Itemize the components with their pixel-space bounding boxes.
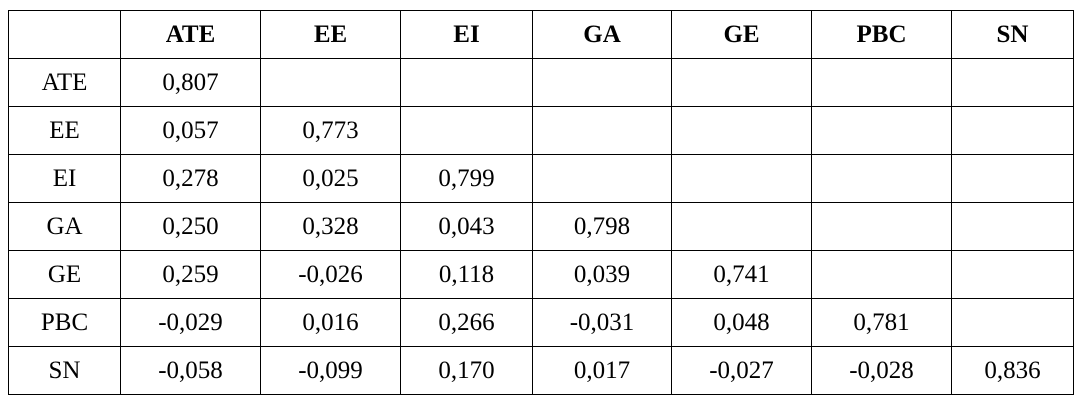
table-cell: -0,029 (120, 298, 261, 347)
table-row: GA 0,250 0,328 0,043 0,798 (8, 202, 1074, 251)
table-row: ATE 0,807 (8, 58, 1074, 107)
table-cell (951, 202, 1074, 251)
table-cell (811, 250, 952, 299)
table-cell (532, 58, 672, 107)
table-row: GE 0,259 -0,026 0,118 0,039 0,741 (8, 250, 1074, 299)
table-cell (951, 106, 1074, 155)
table-cell: -0,099 (260, 346, 401, 395)
table-cell: 0,799 (400, 154, 533, 203)
table-cell: 0,025 (260, 154, 401, 203)
table-cell: -0,028 (811, 346, 952, 395)
table-cell (400, 58, 533, 107)
table-cell (951, 58, 1074, 107)
table-cell (811, 106, 952, 155)
table-cell: 0,259 (120, 250, 261, 299)
table-cell: 0,773 (260, 106, 401, 155)
table-cell: 0,170 (400, 346, 533, 395)
table-cell: -0,058 (120, 346, 261, 395)
table-cell: -0,027 (671, 346, 812, 395)
column-header-sn: SN (951, 10, 1074, 59)
column-header-ga: GA (532, 10, 672, 59)
correlation-table: ATE EE EI GA GE PBC SN ATE 0,807 EE 0,05… (8, 10, 1074, 395)
column-header-ei: EI (400, 10, 533, 59)
table-cell: 0,250 (120, 202, 261, 251)
table-cell: 0,781 (811, 298, 952, 347)
table-cell: -0,031 (532, 298, 672, 347)
table-cell (811, 154, 952, 203)
table-cell: 0,798 (532, 202, 672, 251)
row-label-ei: EI (8, 154, 121, 203)
row-label-ga: GA (8, 202, 121, 251)
table-cell: -0,026 (260, 250, 401, 299)
column-header-ee: EE (260, 10, 401, 59)
column-header-ate: ATE (120, 10, 261, 59)
table-cell: 0,266 (400, 298, 533, 347)
table-cell: 0,278 (120, 154, 261, 203)
table-cell (951, 298, 1074, 347)
table-cell (671, 106, 812, 155)
row-label-pbc: PBC (8, 298, 121, 347)
table-row: SN -0,058 -0,099 0,170 0,017 -0,027 -0,0… (8, 346, 1074, 395)
table-row: EE 0,057 0,773 (8, 106, 1074, 155)
table-cell: 0,328 (260, 202, 401, 251)
table-cell: 0,836 (951, 346, 1074, 395)
table-cell: 0,118 (400, 250, 533, 299)
table-cell: 0,807 (120, 58, 261, 107)
table-cell: 0,741 (671, 250, 812, 299)
row-label-sn: SN (8, 346, 121, 395)
table-cell (811, 202, 952, 251)
table-cell (671, 154, 812, 203)
table-cell (400, 106, 533, 155)
table-cell (532, 106, 672, 155)
column-header-pbc: PBC (811, 10, 952, 59)
table-cell (532, 154, 672, 203)
table-cell: 0,043 (400, 202, 533, 251)
table-cell: 0,057 (120, 106, 261, 155)
table-cell: 0,048 (671, 298, 812, 347)
column-header-ge: GE (671, 10, 812, 59)
table-cell: 0,039 (532, 250, 672, 299)
table-cell (811, 58, 952, 107)
table-row: PBC -0,029 0,016 0,266 -0,031 0,048 0,78… (8, 298, 1074, 347)
table-cell: 0,016 (260, 298, 401, 347)
corner-cell (8, 10, 121, 59)
header-row: ATE EE EI GA GE PBC SN (8, 10, 1074, 59)
table-row: EI 0,278 0,025 0,799 (8, 154, 1074, 203)
table-cell (671, 58, 812, 107)
table-cell (260, 58, 401, 107)
row-label-ge: GE (8, 250, 121, 299)
row-label-ee: EE (8, 106, 121, 155)
table-cell (951, 250, 1074, 299)
table-cell: 0,017 (532, 346, 672, 395)
table-cell (671, 202, 812, 251)
row-label-ate: ATE (8, 58, 121, 107)
table-cell (951, 154, 1074, 203)
